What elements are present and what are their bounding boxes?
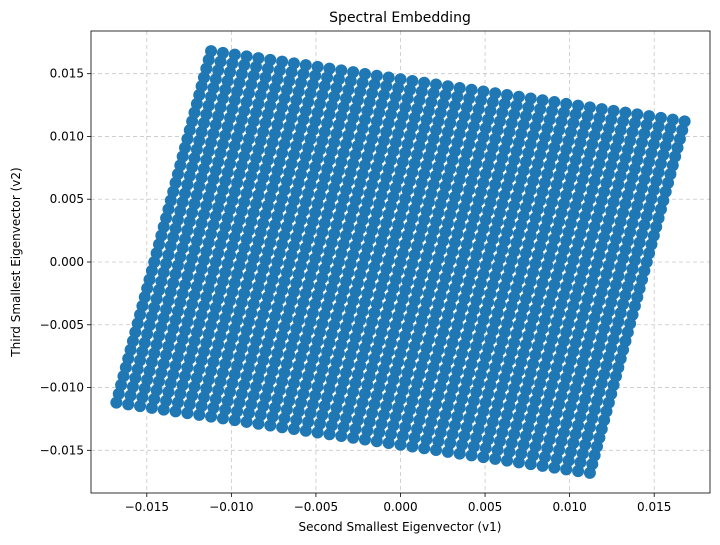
scatter-point	[252, 52, 265, 65]
scatter-point	[536, 94, 549, 107]
x-tick-label: 0.000	[383, 500, 417, 514]
x-tick-label: 0.015	[637, 500, 671, 514]
scatter-point	[595, 103, 608, 116]
scatter-point	[465, 83, 478, 96]
y-tick-label: 0.000	[50, 255, 84, 269]
scatter-point	[406, 74, 419, 87]
scatter-point	[560, 97, 573, 110]
y-tick-label: 0.005	[50, 192, 84, 206]
scatter-point	[477, 85, 490, 98]
scatter-point	[382, 71, 395, 84]
scatter-point	[489, 87, 502, 100]
scatter-point	[619, 106, 632, 119]
scatter-point	[583, 101, 596, 114]
x-tick-label: −0.010	[209, 500, 253, 514]
x-tick-label: 0.010	[552, 500, 586, 514]
scatter-point	[654, 111, 667, 124]
x-tick-label: −0.015	[125, 500, 169, 514]
y-tick-label: −0.010	[40, 381, 84, 395]
y-axis-ticks: −0.015 −0.010 −0.005 0.000 0.005 0.010 0.015	[40, 67, 91, 457]
scatter-point	[358, 67, 371, 80]
scatter-point	[216, 46, 229, 59]
scatter-point	[205, 45, 218, 58]
x-axis-ticks: −0.015 −0.010 −0.005 0.000 0.005 0.010 0.015	[125, 493, 671, 514]
scatter-point	[453, 82, 466, 94]
scatter-point	[299, 59, 312, 72]
scatter-point	[512, 90, 525, 103]
scatter-point	[548, 96, 561, 109]
y-tick-label: −0.015	[40, 443, 84, 457]
scatter-point	[524, 92, 537, 105]
scatter-point	[607, 104, 620, 117]
scatter-point	[287, 57, 300, 70]
y-tick-label: 0.015	[50, 67, 84, 81]
scatter-point	[264, 53, 277, 66]
x-tick-label: −0.005	[294, 500, 338, 514]
y-tick-label: 0.010	[50, 129, 84, 143]
scatter-point	[323, 62, 336, 75]
scatter-point	[228, 48, 241, 61]
scatter-point	[666, 113, 679, 126]
scatter-point	[335, 64, 348, 77]
scatter-point	[631, 108, 644, 121]
y-tick-label: −0.005	[40, 318, 84, 332]
scatter-point	[418, 76, 431, 89]
scatter-point	[394, 73, 407, 86]
scatter-points	[110, 45, 691, 479]
scatter-point	[311, 60, 324, 73]
scatter-point	[276, 55, 289, 68]
scatter-point	[370, 69, 383, 82]
x-axis-label: Second Smallest Eigenvector (v1)	[299, 520, 502, 534]
scatter-point	[572, 99, 585, 112]
scatter-point	[501, 89, 514, 102]
scatter-point	[347, 66, 360, 79]
chart-title: Spectral Embedding	[329, 10, 471, 26]
scatter-point	[643, 110, 656, 123]
scatter-point	[240, 50, 253, 63]
scatter-point	[430, 78, 443, 91]
scatter-point	[441, 80, 454, 93]
x-tick-label: 0.005	[468, 500, 502, 514]
y-axis-label: Third Smallest Eigenvector (v2)	[9, 167, 23, 357]
scatter-point	[678, 115, 691, 128]
